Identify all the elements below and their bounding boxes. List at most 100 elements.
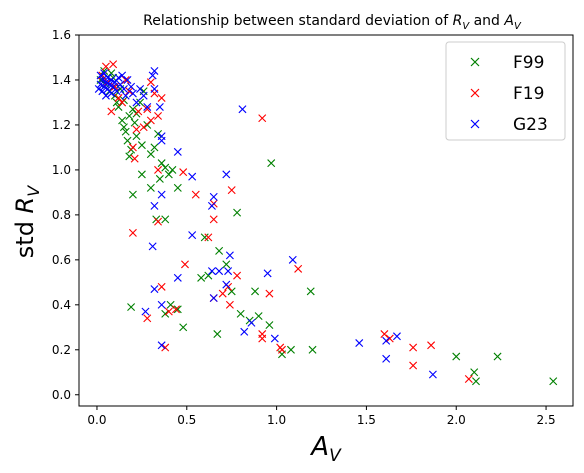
data-point bbox=[161, 343, 170, 352]
data-point bbox=[143, 105, 152, 114]
data-point bbox=[197, 273, 206, 282]
data-point bbox=[107, 89, 116, 98]
data-point bbox=[409, 361, 418, 370]
data-point bbox=[209, 294, 218, 303]
data-point bbox=[154, 129, 163, 138]
data-point bbox=[107, 69, 116, 78]
legend-label: F19 bbox=[513, 84, 544, 104]
data-point bbox=[136, 84, 145, 93]
data-point bbox=[101, 78, 110, 87]
data-point bbox=[116, 80, 125, 89]
data-point bbox=[258, 334, 267, 343]
data-point bbox=[180, 260, 189, 269]
data-point bbox=[114, 73, 123, 82]
axis-ticks: 0.0 0.5 1.0 1.5 2.0 2.5 0.0 0.2 0.4 0.6 0.8 1.0 1.2 1… bbox=[52, 28, 556, 427]
series-f19 bbox=[98, 60, 473, 384]
data-point bbox=[385, 334, 394, 343]
data-point bbox=[222, 280, 231, 289]
data-point bbox=[270, 334, 279, 343]
x-axis-label: AV bbox=[309, 432, 342, 466]
data-point bbox=[265, 321, 274, 330]
data-point bbox=[125, 111, 134, 120]
data-point bbox=[409, 343, 418, 352]
data-points bbox=[94, 60, 558, 386]
data-point bbox=[204, 271, 213, 280]
data-point bbox=[98, 75, 107, 84]
data-point bbox=[121, 75, 130, 84]
data-point bbox=[139, 123, 148, 132]
data-point bbox=[278, 345, 286, 354]
data-point bbox=[128, 190, 137, 199]
data-point bbox=[134, 107, 143, 116]
data-point bbox=[119, 84, 128, 93]
data-point bbox=[109, 60, 118, 69]
data-point bbox=[213, 330, 222, 339]
data-point bbox=[101, 91, 110, 100]
data-point bbox=[392, 332, 401, 341]
data-point bbox=[355, 339, 364, 348]
data-point bbox=[150, 66, 159, 75]
data-point bbox=[227, 287, 236, 296]
data-point bbox=[157, 282, 166, 291]
data-point bbox=[121, 91, 130, 100]
data-point bbox=[427, 341, 436, 350]
data-point bbox=[247, 318, 256, 327]
data-point bbox=[107, 107, 116, 116]
data-point bbox=[222, 260, 231, 269]
y-tick-label: 1.0 bbox=[52, 163, 71, 177]
data-point bbox=[118, 98, 127, 107]
data-point bbox=[155, 102, 164, 111]
data-point bbox=[224, 267, 233, 276]
legend-marker bbox=[470, 119, 480, 129]
data-point bbox=[218, 289, 227, 298]
data-point bbox=[125, 152, 134, 161]
data-point bbox=[233, 271, 242, 280]
data-point bbox=[173, 305, 182, 314]
data-point bbox=[263, 269, 272, 278]
data-point bbox=[114, 102, 123, 111]
data-point bbox=[172, 305, 180, 314]
data-point bbox=[452, 352, 461, 361]
data-point bbox=[380, 330, 389, 339]
y-tick-label: 1.2 bbox=[52, 118, 71, 132]
legend-marker bbox=[470, 88, 480, 98]
data-point bbox=[472, 377, 480, 386]
data-point bbox=[168, 165, 177, 174]
data-point bbox=[143, 120, 152, 129]
data-point bbox=[101, 62, 110, 71]
data-point bbox=[128, 143, 137, 152]
data-point bbox=[146, 116, 155, 125]
data-point bbox=[132, 98, 141, 107]
data-point bbox=[294, 264, 303, 273]
data-point bbox=[150, 84, 159, 93]
data-point bbox=[110, 91, 119, 100]
data-point bbox=[143, 102, 152, 111]
chart-title: Relationship between standard deviation … bbox=[143, 13, 522, 32]
data-point bbox=[143, 314, 152, 323]
data-point bbox=[109, 82, 118, 91]
data-point bbox=[130, 118, 139, 127]
data-point bbox=[96, 80, 105, 89]
data-point bbox=[428, 370, 437, 379]
data-point bbox=[100, 66, 109, 75]
legend-label: G23 bbox=[513, 115, 548, 135]
series-g23 bbox=[94, 66, 437, 379]
data-point bbox=[236, 309, 245, 318]
data-point bbox=[161, 309, 170, 318]
plot-area bbox=[78, 34, 574, 407]
data-point bbox=[119, 123, 128, 132]
series-f99 bbox=[96, 66, 558, 386]
legend-marker bbox=[470, 57, 480, 67]
data-point bbox=[148, 242, 157, 251]
y-tick-label: 1.6 bbox=[52, 28, 71, 42]
data-point bbox=[238, 105, 247, 114]
data-point bbox=[146, 150, 155, 159]
x-tick-label: 1.5 bbox=[357, 413, 376, 427]
data-point bbox=[155, 174, 164, 183]
data-point bbox=[127, 303, 136, 312]
data-point bbox=[225, 251, 234, 260]
x-tick-label: 1.0 bbox=[267, 413, 286, 427]
data-point bbox=[132, 132, 141, 141]
data-point bbox=[470, 368, 479, 377]
data-point bbox=[204, 233, 213, 242]
